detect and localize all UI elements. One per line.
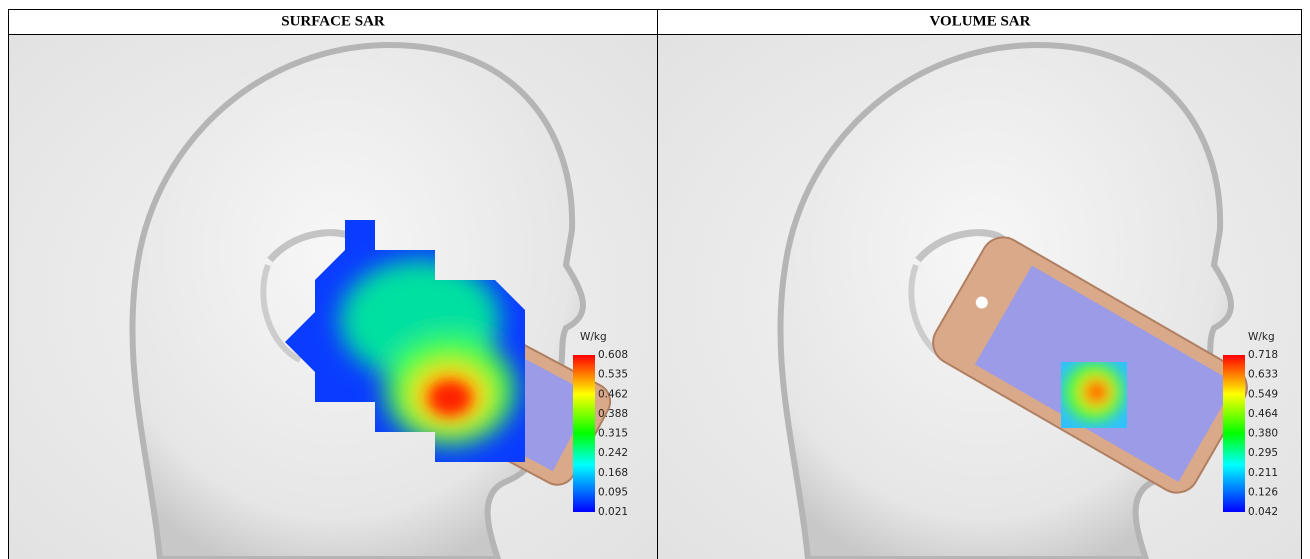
scale-label: 0.462 xyxy=(598,388,628,400)
scale-label: 0.535 xyxy=(598,369,628,381)
unit-label: W/kg xyxy=(580,331,607,343)
scale-label: 0.718 xyxy=(1248,349,1278,361)
scale-label: 0.633 xyxy=(1248,369,1278,381)
scale-label: 0.464 xyxy=(1248,408,1278,420)
scale-label: 0.126 xyxy=(1248,486,1278,498)
scale-label: 0.315 xyxy=(598,428,628,440)
scale-label: 0.549 xyxy=(1248,388,1278,400)
column-header: SURFACE SAR xyxy=(281,13,385,29)
scale-label: 0.042 xyxy=(1248,506,1278,518)
color-bar xyxy=(1223,355,1245,512)
scale-label: 0.168 xyxy=(598,467,628,479)
table-border xyxy=(8,9,1302,559)
scale-label: 0.380 xyxy=(1248,428,1278,440)
unit-label: W/kg xyxy=(1248,331,1275,343)
column-header: VOLUME SAR xyxy=(930,13,1031,29)
scale-label: 0.095 xyxy=(598,486,628,498)
scale-label: 0.211 xyxy=(1248,467,1278,479)
scale-label: 0.295 xyxy=(1248,447,1278,459)
color-bar xyxy=(573,355,595,512)
sar-heatmap xyxy=(1061,362,1127,428)
scale-label: 0.608 xyxy=(598,349,628,361)
scale-label: 0.242 xyxy=(598,447,628,459)
scale-label: 0.388 xyxy=(598,408,628,420)
scale-label: 0.021 xyxy=(598,506,628,518)
